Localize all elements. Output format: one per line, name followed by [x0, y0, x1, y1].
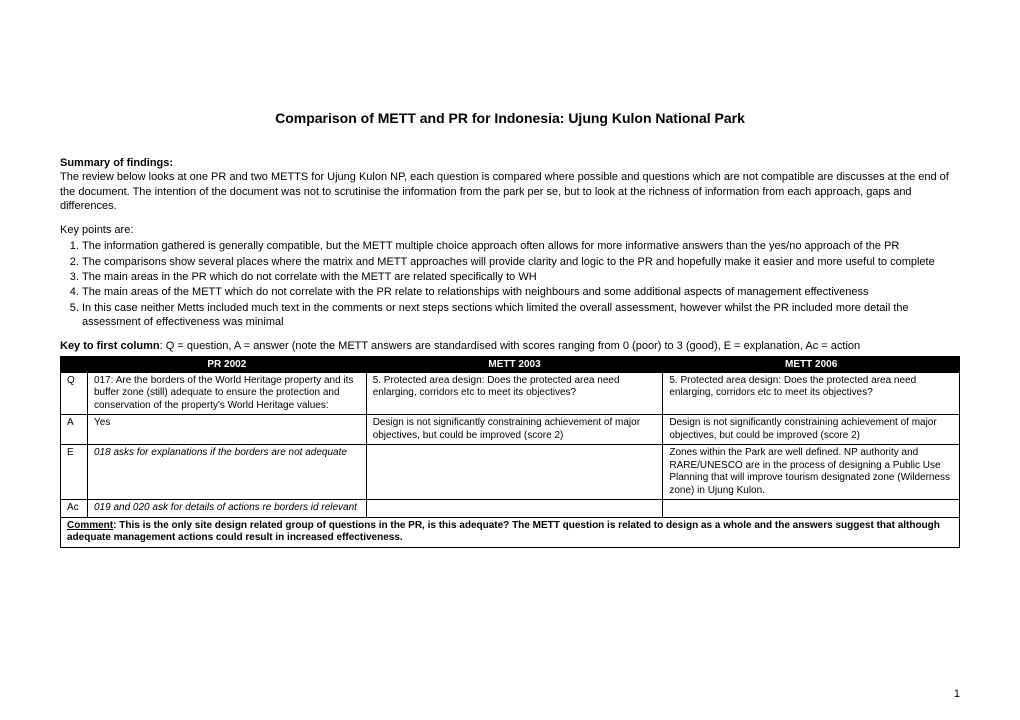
comparison-table: PR 2002 METT 2003 METT 2006 Q 017: Are t… — [60, 356, 960, 548]
summary-label: Summary of findings: — [60, 157, 173, 169]
list-item: The comparisons show several places wher… — [82, 255, 960, 269]
table-cell: Yes — [88, 415, 367, 445]
table-header: PR 2002 — [88, 356, 367, 372]
summary-text: The review below looks at one PR and two… — [60, 171, 949, 212]
table-cell: 019 and 020 ask for details of actions r… — [88, 500, 367, 518]
key-description: Key to first column: Q = question, A = a… — [60, 339, 960, 353]
table-cell: 017: Are the borders of the World Herita… — [88, 372, 367, 415]
table-cell: Zones within the Park are well defined. … — [663, 445, 960, 500]
table-cell: 5. Protected area design: Does the prote… — [663, 372, 960, 415]
list-item: In this case neither Metts included much… — [82, 301, 960, 330]
summary-paragraph: Summary of findings: The review below lo… — [60, 156, 960, 213]
comment-text: : This is the only site design related g… — [67, 520, 940, 544]
row-key: Ac — [61, 500, 88, 518]
key-description-text: : Q = question, A = answer (note the MET… — [160, 340, 861, 352]
table-header-row: PR 2002 METT 2003 METT 2006 — [61, 356, 960, 372]
row-key: E — [61, 445, 88, 500]
table-cell — [366, 445, 663, 500]
table-row: E 018 asks for explanations if the borde… — [61, 445, 960, 500]
table-cell — [366, 500, 663, 518]
list-item: The main areas of the METT which do not … — [82, 285, 960, 299]
comment-label: Comment — [67, 520, 113, 531]
document-title: Comparison of METT and PR for Indonesia:… — [60, 110, 960, 126]
keypoints-list: The information gathered is generally co… — [60, 239, 960, 329]
list-item: The main areas in the PR which do not co… — [82, 270, 960, 284]
table-cell: 018 asks for explanations if the borders… — [88, 445, 367, 500]
table-header — [61, 356, 88, 372]
table-row: Q 017: Are the borders of the World Heri… — [61, 372, 960, 415]
comment-row: Comment: This is the only site design re… — [61, 517, 960, 547]
table-row: A Yes Design is not significantly constr… — [61, 415, 960, 445]
table-row: Ac 019 and 020 ask for details of action… — [61, 500, 960, 518]
table-cell — [663, 500, 960, 518]
table-cell: Design is not significantly constraining… — [366, 415, 663, 445]
table-cell: Design is not significantly constraining… — [663, 415, 960, 445]
keypoints-label: Key points are: — [60, 223, 960, 237]
comment-cell: Comment: This is the only site design re… — [61, 517, 960, 547]
key-description-prefix: Key to first column — [60, 340, 160, 352]
list-item: The information gathered is generally co… — [82, 239, 960, 253]
table-cell: 5. Protected area design: Does the prote… — [366, 372, 663, 415]
row-key: Q — [61, 372, 88, 415]
row-key: A — [61, 415, 88, 445]
table-header: METT 2003 — [366, 356, 663, 372]
table-header: METT 2006 — [663, 356, 960, 372]
page-number: 1 — [954, 688, 960, 700]
